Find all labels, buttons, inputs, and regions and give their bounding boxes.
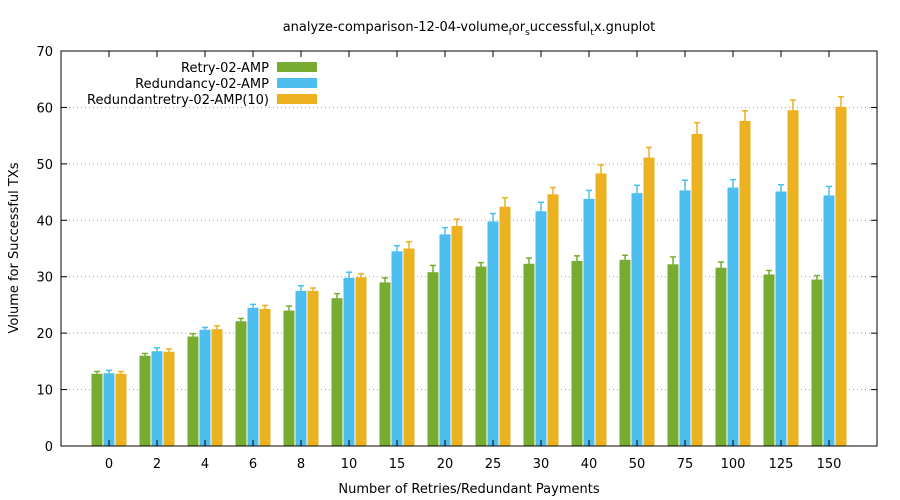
- bar: [307, 290, 319, 446]
- x-tick-label: 2: [153, 457, 161, 472]
- legend-swatch-redundancy: [277, 78, 317, 88]
- bar: [835, 106, 847, 446]
- chart-title-sub-5: t: [590, 28, 594, 38]
- chart-title-part-2: or: [512, 20, 526, 35]
- bar: [679, 190, 691, 446]
- bar: [331, 298, 343, 446]
- bar: [187, 336, 199, 446]
- bar: [199, 329, 211, 446]
- x-tick-label: 40: [581, 457, 598, 472]
- bar: [235, 321, 247, 446]
- bar: [103, 373, 115, 446]
- x-axis-label: Number of Retries/Redundant Payments: [338, 482, 599, 497]
- bar: [715, 267, 727, 446]
- bar: [475, 266, 487, 446]
- legend-label-redundancy: Redundancy-02-AMP: [135, 77, 269, 92]
- bar: [535, 211, 547, 446]
- bar: [439, 234, 451, 446]
- bar: [115, 373, 127, 446]
- bar: [163, 351, 175, 446]
- bar: [547, 194, 559, 446]
- axis-ticks: 0 10 20 30 40 50 60 70 0 2 4 6 8 10 15 20 25 30 40 50 75 100 1…: [36, 45, 877, 472]
- bar: [391, 251, 403, 446]
- legend-label-redundantretry: Redundantretry-02-AMP(10): [87, 93, 269, 108]
- bar: [739, 120, 751, 446]
- chart-title-sub-1: f: [509, 28, 513, 38]
- bar: [295, 290, 307, 446]
- y-tick-label: 0: [45, 440, 53, 455]
- y-axis-label: Volume for Successful TXs: [7, 162, 22, 333]
- bar: [727, 187, 739, 447]
- bar: [283, 310, 295, 446]
- bar: [427, 272, 439, 446]
- chart-title: analyze-comparison-12-04-volumeforsucces…: [283, 20, 656, 38]
- bar: [691, 133, 703, 446]
- grid: [61, 106, 877, 391]
- bar: [247, 307, 259, 446]
- bar: [139, 355, 151, 446]
- bar: [811, 279, 823, 446]
- plot-frame: [60, 50, 878, 447]
- bar: [259, 308, 271, 446]
- bar: [787, 110, 799, 446]
- legend-swatch-retry: [277, 62, 317, 72]
- bar: [91, 373, 103, 446]
- y-tick-label: 70: [36, 45, 53, 60]
- x-tick-label: 0: [105, 457, 113, 472]
- x-tick-label: 10: [341, 457, 358, 472]
- y-tick-label: 10: [36, 384, 53, 399]
- x-tick-label: 30: [533, 457, 550, 472]
- bar: [355, 277, 367, 446]
- x-tick-label: 20: [437, 457, 454, 472]
- bars: [91, 95, 847, 447]
- x-tick-label: 6: [249, 457, 257, 472]
- bar: [667, 264, 679, 446]
- bar: [643, 157, 655, 446]
- legend: Retry-02-AMP Redundancy-02-AMP Redundant…: [87, 61, 317, 108]
- x-tick-label: 4: [201, 457, 209, 472]
- bar: [583, 198, 595, 446]
- chart-title-part-6: x.gnuplot: [594, 20, 655, 35]
- bar: [379, 282, 391, 446]
- bar: [619, 259, 631, 446]
- x-tick-label: 8: [297, 457, 305, 472]
- bar: [523, 263, 535, 446]
- chart-title-main: analyze-comparison-12-04-volume: [283, 20, 509, 35]
- y-tick-label: 40: [36, 214, 53, 229]
- bar: [631, 193, 643, 446]
- bar: [595, 173, 607, 446]
- bar: [451, 225, 463, 446]
- x-tick-label: 100: [721, 457, 746, 472]
- bar: [763, 274, 775, 446]
- y-tick-label: 50: [36, 158, 53, 173]
- legend-label-retry: Retry-02-AMP: [181, 61, 269, 76]
- y-tick-label: 60: [36, 101, 53, 116]
- bar: [571, 260, 583, 446]
- legend-swatch-redundantretry: [277, 94, 317, 104]
- bar: [775, 191, 787, 446]
- y-tick-label: 20: [36, 327, 53, 342]
- y-tick-label: 30: [36, 271, 53, 286]
- x-tick-label: 75: [677, 457, 694, 472]
- bar: [403, 248, 415, 446]
- bar: [499, 206, 511, 446]
- x-tick-label: 25: [485, 457, 502, 472]
- x-tick-label: 150: [817, 457, 842, 472]
- x-tick-label: 50: [629, 457, 646, 472]
- chart-title-part-4: uccessful: [530, 20, 591, 35]
- x-tick-label: 15: [389, 457, 406, 472]
- bar: [343, 277, 355, 446]
- bar: [487, 221, 499, 446]
- bar: [151, 351, 163, 446]
- bar: [211, 329, 223, 446]
- x-tick-label: 125: [769, 457, 794, 472]
- bar: [823, 195, 835, 446]
- chart-title-sub-3: s: [525, 28, 530, 38]
